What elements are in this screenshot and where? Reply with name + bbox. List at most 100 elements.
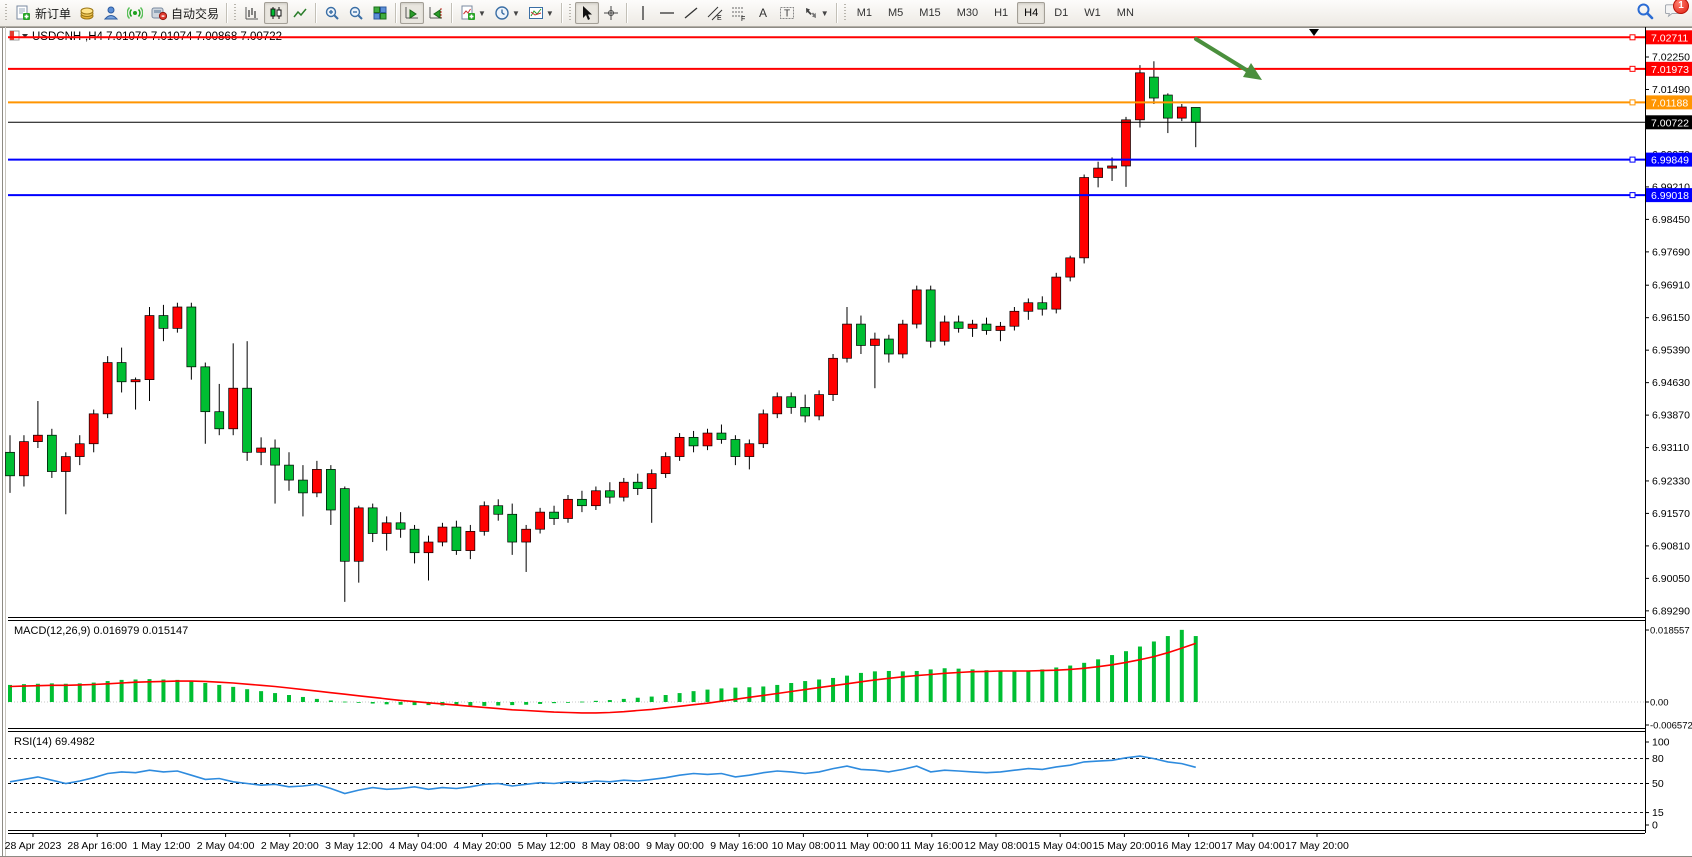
candle-body xyxy=(814,394,824,417)
toolbar-grip[interactable] xyxy=(842,4,848,22)
timeframe-h1[interactable]: H1 xyxy=(994,7,1009,19)
tile-windows-button[interactable] xyxy=(368,2,392,24)
price-badge xyxy=(1646,61,1692,76)
fibonacci-tool-button[interactable]: F xyxy=(727,2,751,24)
macd-histogram-bar xyxy=(1040,669,1045,702)
timeframe-h4[interactable]: H4 xyxy=(1017,2,1046,24)
vertical-line-tool-button[interactable] xyxy=(631,2,655,24)
main-toolbar: 新订单 自动交易 xyxy=(0,0,1692,27)
time-tick-label: 28 Apr 2023 xyxy=(5,840,62,852)
time-axis[interactable]: 28 Apr 2023 28 Apr 16:00 1 May 12:00 2 May … xyxy=(5,833,1349,852)
price-badge-label: 7.01188 xyxy=(1651,97,1688,109)
zoom-in-button[interactable] xyxy=(320,2,344,24)
candle-body xyxy=(1037,302,1048,310)
candle-body xyxy=(744,443,755,457)
macd-histogram-bar xyxy=(747,687,752,702)
macd-tick-label: 0.00 xyxy=(1650,698,1669,709)
time-tick-label: 5 May 12:00 xyxy=(518,840,576,852)
candle-body xyxy=(242,387,252,453)
macd-signal-line xyxy=(9,642,1197,714)
autotrading-button[interactable]: 自动交易 xyxy=(147,2,223,24)
hline-handle[interactable] xyxy=(1629,65,1636,72)
crosshair-icon xyxy=(603,5,619,21)
hline-handle[interactable] xyxy=(1629,99,1636,106)
macd-histogram-bar xyxy=(719,688,724,702)
timeframe-m1[interactable]: M1 xyxy=(856,7,872,19)
price-tick-label: 6.97690 xyxy=(1652,246,1690,258)
candle-body xyxy=(1121,119,1131,167)
timeframe-m5[interactable]: M5 xyxy=(888,7,904,19)
hline-handle[interactable] xyxy=(1629,192,1636,199)
templates-dropdown[interactable]: ▼ xyxy=(524,2,558,24)
candle-body xyxy=(995,325,1006,331)
green-arrow-annotation[interactable] xyxy=(1194,37,1262,80)
timeframe-m30[interactable]: M30 xyxy=(956,7,979,19)
toolbar-grip[interactable] xyxy=(4,4,9,22)
timeframe-group: M1 M5 M15 M30 H1 H4 D1 W1 MN xyxy=(850,2,1141,24)
line-chart-button[interactable] xyxy=(288,2,312,24)
toolbar-grip[interactable] xyxy=(233,4,239,22)
macd-histogram-bar xyxy=(175,679,180,702)
macd-histogram-bar xyxy=(217,684,222,702)
macd-histogram-bar xyxy=(161,679,166,702)
candle-body xyxy=(1176,106,1187,119)
time-tick-label: 2 May 20:00 xyxy=(261,840,319,852)
macd-histogram-bar xyxy=(872,671,877,702)
price-axis[interactable]: 7.022507.014907.007306.999706.992106.984… xyxy=(1645,27,1692,833)
candlestick-chart-button[interactable] xyxy=(264,2,289,24)
trendline-icon xyxy=(683,5,699,21)
timeframe-w1[interactable]: W1 xyxy=(1084,7,1101,19)
price-tick-label: 6.90810 xyxy=(1652,540,1690,552)
search-icon[interactable] xyxy=(1636,2,1654,25)
candle-body xyxy=(674,436,685,457)
time-tick-label: 1 May 12:00 xyxy=(133,840,191,852)
text-tool-button[interactable]: A xyxy=(751,2,775,24)
candle-body xyxy=(1107,165,1117,169)
text-label-tool-button[interactable]: T xyxy=(775,2,799,24)
candle-body xyxy=(632,481,643,489)
timeframe-mn[interactable]: MN xyxy=(1116,7,1134,19)
timeframe-m15[interactable]: M15 xyxy=(919,7,941,19)
macd-histogram-bar xyxy=(1124,651,1128,702)
signal-button[interactable] xyxy=(123,2,147,24)
arrows-dropdown[interactable]: ▼ xyxy=(799,2,833,24)
macd-tick-label: 0.018557 xyxy=(1650,626,1690,637)
time-tick-label: 15 May 20:00 xyxy=(1093,840,1157,852)
price-level-lines xyxy=(8,34,1645,199)
macd-histogram-bar xyxy=(412,702,417,706)
arrows-tool-icon xyxy=(803,5,819,21)
cursor-tool-button[interactable] xyxy=(574,2,599,24)
trendline-tool-button[interactable] xyxy=(679,2,703,24)
fibonacci-icon: F xyxy=(731,5,747,21)
macd-histogram-bar xyxy=(942,668,947,702)
equidistant-channel-tool-button[interactable]: E xyxy=(703,2,727,24)
rsi-tick-label: 0 xyxy=(1652,820,1658,832)
macd-histogram-bar xyxy=(1096,659,1101,702)
macd-histogram-bar xyxy=(914,670,919,702)
macd-histogram-bar xyxy=(524,702,529,705)
horizontal-line-tool-button[interactable] xyxy=(655,2,679,24)
hline-handle[interactable] xyxy=(1629,34,1636,41)
price-tick-label: 7.01490 xyxy=(1652,84,1690,96)
price-badge xyxy=(1646,115,1692,130)
rsi-tick-label: 100 xyxy=(1652,737,1670,749)
timeframe-d1[interactable]: D1 xyxy=(1054,7,1069,19)
periods-dropdown[interactable]: ▼ xyxy=(490,2,524,24)
macd-histogram-bar xyxy=(956,668,961,702)
crosshair-tool-button[interactable] xyxy=(599,2,623,24)
new-chart-dropdown[interactable]: ▼ xyxy=(456,2,490,24)
object-marker[interactable] xyxy=(1309,29,1319,36)
toolbar-grip[interactable] xyxy=(567,4,573,22)
bar-chart-button[interactable] xyxy=(240,2,264,24)
hline-handle[interactable] xyxy=(1629,156,1636,163)
market-watch-button[interactable] xyxy=(75,2,99,24)
auto-scroll-button[interactable] xyxy=(400,2,425,24)
macd-histogram-bar xyxy=(566,702,570,703)
price-chart[interactable]: USDCNH-,H4 7.01070 7.01074 7.00868 7.007… xyxy=(0,27,1692,857)
zoom-out-button[interactable] xyxy=(344,2,368,24)
macd-histogram-bar xyxy=(705,689,710,702)
notifications-button[interactable]: 1 xyxy=(1664,0,1689,24)
chart-shift-button[interactable] xyxy=(424,2,448,24)
new-order-button[interactable]: 新订单 xyxy=(11,2,75,24)
navigator-button[interactable] xyxy=(99,2,123,24)
